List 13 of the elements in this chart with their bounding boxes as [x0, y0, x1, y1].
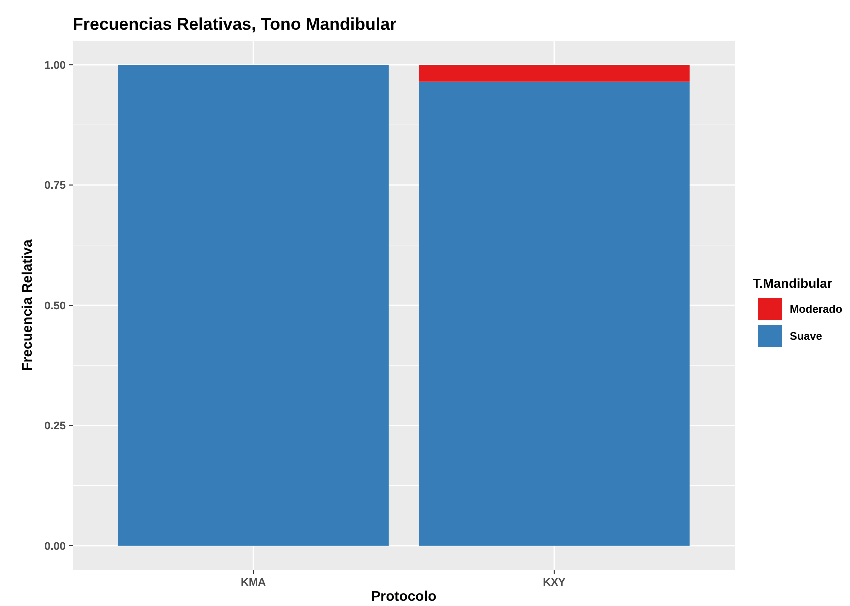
x-tick-label: KMA	[241, 577, 266, 589]
y-tick-label: 0.25	[44, 420, 66, 433]
y-tick-label: 0.00	[44, 540, 66, 553]
y-axis-title: Frecuencia Relativa	[19, 240, 35, 372]
legend-label: Suave	[790, 330, 822, 343]
legend-title: T.Mandibular	[753, 276, 832, 291]
x-axis-title: Protocolo	[371, 588, 437, 604]
y-tick-label: 0.50	[44, 300, 66, 312]
y-tick-label: 1.00	[44, 60, 66, 72]
legend-label: Moderado	[790, 304, 843, 316]
chart-title: Frecuencias Relativas, Tono Mandibular	[73, 15, 398, 34]
x-tick-label: KXY	[543, 577, 566, 589]
y-tick-label: 0.75	[44, 180, 66, 192]
